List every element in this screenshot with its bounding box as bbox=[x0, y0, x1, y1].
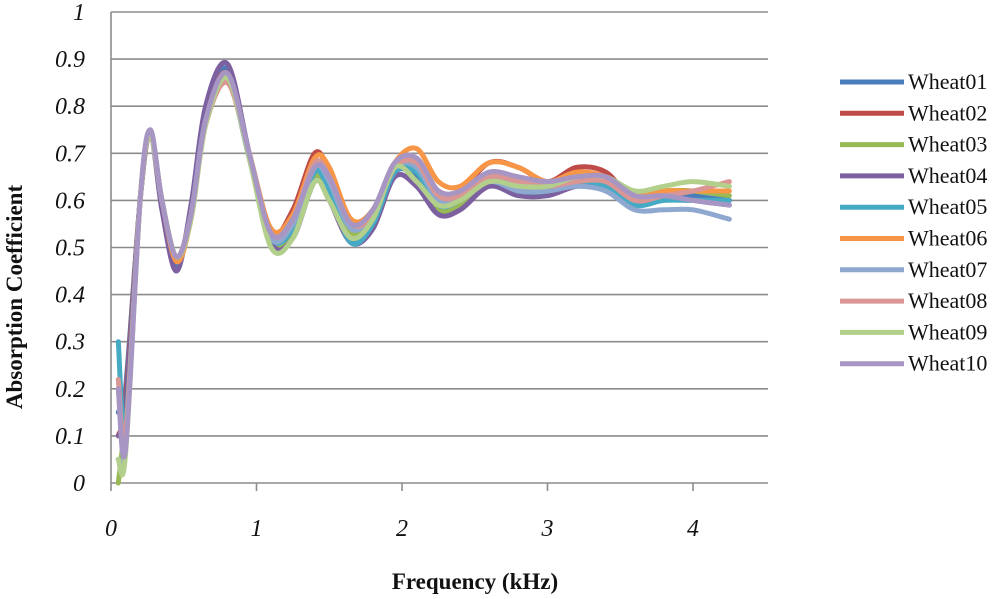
y-tick-label: 0.4 bbox=[55, 283, 85, 309]
y-tick-label: 0.6 bbox=[55, 188, 85, 214]
x-tick-labels: 0 1 2 3 4 bbox=[105, 483, 699, 542]
legend-label: Wheat06 bbox=[908, 226, 987, 251]
legend-label: Wheat02 bbox=[908, 100, 987, 125]
series-line-wheat03 bbox=[115, 74, 732, 486]
y-tick-label: 0.3 bbox=[55, 330, 85, 356]
legend-label: Wheat08 bbox=[908, 288, 987, 313]
legend-label: Wheat10 bbox=[908, 351, 987, 376]
y-tick-label: 0.5 bbox=[55, 236, 85, 262]
legend-label: Wheat03 bbox=[908, 132, 987, 157]
series-line-wheat10 bbox=[115, 70, 732, 460]
y-tick-label: 0.7 bbox=[55, 141, 86, 167]
y-tick-label: 0.9 bbox=[55, 47, 85, 73]
legend-label: Wheat01 bbox=[908, 69, 987, 94]
y-tick-label: 0.8 bbox=[55, 94, 85, 120]
x-axis-title: Frequency (kHz) bbox=[392, 569, 558, 594]
series-line-wheat09 bbox=[115, 74, 732, 478]
y-tick-label: 0.2 bbox=[55, 377, 85, 403]
series-line-wheat01 bbox=[115, 65, 732, 415]
x-tick-label: 1 bbox=[251, 516, 263, 542]
series-line-wheat06 bbox=[115, 79, 732, 447]
series-line-wheat07 bbox=[115, 74, 732, 471]
y-tick-label: 0.1 bbox=[55, 424, 85, 450]
x-tick-label: 2 bbox=[396, 516, 408, 542]
grid-lines bbox=[110, 11, 768, 484]
series-line-wheat05 bbox=[115, 74, 732, 433]
legend-label: Wheat04 bbox=[908, 163, 987, 188]
y-tick-label: 0 bbox=[73, 471, 85, 497]
y-tick-labels: 0 0.1 0.2 0.3 0.4 0.5 0.6 0.7 0.8 0.9 1 bbox=[55, 0, 86, 497]
y-axis-title: Absorption Coefficient bbox=[2, 185, 27, 410]
x-tick-label: 3 bbox=[541, 516, 554, 542]
x-tick-label: 0 bbox=[105, 516, 117, 542]
series-lines bbox=[115, 59, 732, 486]
x-tick-label: 4 bbox=[687, 516, 699, 542]
y-tick-label: 1 bbox=[73, 0, 85, 26]
legend: Wheat01 Wheat02 Wheat03 Wheat04 Wheat05 Wheat… bbox=[840, 69, 987, 376]
legend-label: Wheat09 bbox=[908, 319, 987, 344]
series-line-wheat02 bbox=[115, 69, 732, 439]
legend-label: Wheat07 bbox=[908, 257, 987, 282]
legend-label: Wheat05 bbox=[908, 194, 987, 219]
